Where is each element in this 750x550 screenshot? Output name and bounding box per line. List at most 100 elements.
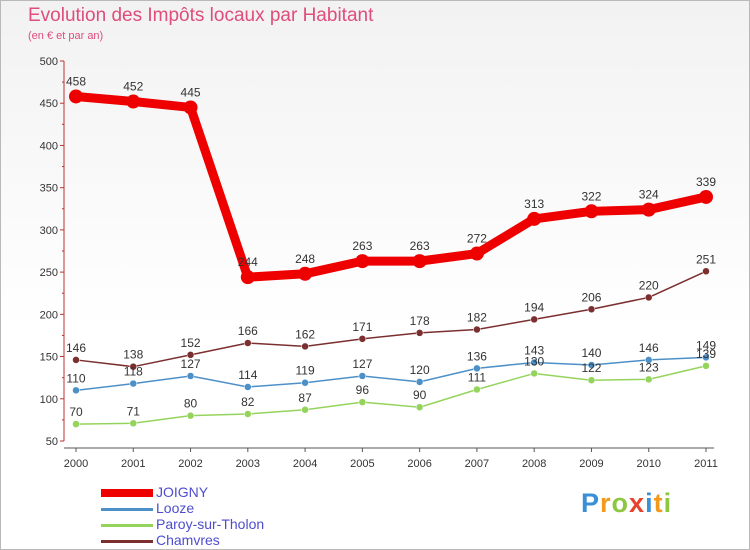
series-line-paroy-sur-tholon [75,365,707,425]
data-label: 80 [184,397,198,411]
data-label: 120 [410,363,430,377]
data-point [473,364,481,373]
data-point [129,419,138,428]
y-tick-label: 400 [40,140,58,152]
data-label: 127 [181,357,201,371]
data-point [527,211,542,226]
legend-item: Looze [101,500,341,517]
data-label: 324 [639,188,659,202]
legend-label: Looze [156,500,195,516]
logo-letter: o [611,488,630,518]
data-point [244,383,252,391]
legend-swatch [101,508,153,511]
data-label: 220 [639,278,659,292]
data-label: 146 [66,341,86,355]
x-tick-label: 2005 [350,458,374,470]
data-point [584,204,599,219]
data-label: 152 [181,336,201,350]
data-point [301,406,309,414]
legend-swatch [101,540,153,543]
data-label: 149 [696,338,716,352]
x-tick-label: 2011 [694,458,718,470]
logo-letter: r [600,488,612,518]
data-point [587,305,596,314]
data-point [699,189,713,204]
data-point [244,410,252,418]
y-tick-label: 350 [40,183,58,195]
data-point [301,342,309,351]
x-tick-label: 2000 [64,458,88,470]
x-tick-label: 2004 [293,458,317,470]
chart-legend: JOIGNY Looze Paroy-sur-Tholon Chamvres [101,484,341,549]
y-tick-label: 150 [40,352,58,364]
logo-letter: i [645,488,654,518]
data-point [644,375,653,384]
series-line-chamvres [75,270,707,368]
legend-label: JOIGNY [156,484,209,500]
data-label: 445 [181,85,201,99]
data-label: 87 [298,391,312,405]
data-point [469,246,484,261]
data-point [69,89,83,104]
chart-title: Evolution des Impôts locaux par Habitant [28,5,374,26]
logo-letter: i [663,488,673,518]
data-point [530,369,538,378]
data-label: 322 [581,189,601,203]
chart-series [69,89,713,428]
series-line-looze [75,356,707,392]
data-point [415,378,424,386]
data-point [186,411,195,420]
data-label: 110 [66,371,85,385]
data-label: 248 [295,252,315,266]
data-point [298,266,313,281]
data-label: 206 [581,290,601,304]
data-point [244,339,252,347]
y-tick-label: 100 [40,394,58,406]
data-point [72,420,80,428]
legend-label: Paroy-sur-Tholon [156,516,265,532]
data-label: 136 [467,349,487,363]
y-tick-label: 200 [40,309,58,321]
data-point [702,353,710,362]
logo-letter: P [581,488,601,518]
data-point [644,356,653,364]
proxiti-logo: Proxiti [581,488,672,519]
data-label: 71 [127,404,141,418]
y-tick-label: 250 [40,267,58,279]
data-point [473,325,481,334]
x-tick-label: 2006 [407,458,431,470]
data-point [358,372,367,380]
data-label: 118 [124,365,143,379]
data-label: 138 [123,348,143,362]
legend-item: Paroy-sur-Tholon [101,516,341,533]
data-point [358,398,367,406]
data-label: 313 [524,197,544,211]
data-point [702,267,710,276]
data-label: 452 [123,80,143,94]
data-point [183,100,198,115]
data-label: 130 [524,354,544,368]
y-tick-label: 50 [46,436,58,448]
data-label: 171 [352,320,372,334]
data-label: 140 [581,346,601,360]
data-point [530,315,538,324]
legend-swatch [101,524,153,527]
data-label: 90 [413,388,427,402]
data-label: 70 [69,405,83,419]
data-point [473,385,481,394]
data-label: 96 [356,383,370,397]
legend-item: JOIGNY [101,484,341,501]
data-point [72,386,80,395]
data-point [358,335,367,343]
data-point [129,379,138,388]
data-label: 139 [696,347,716,361]
series-line-joigny [75,91,707,282]
data-label: 82 [241,395,255,409]
data-point [186,351,195,359]
data-label: 114 [238,368,257,382]
data-label: 244 [238,255,258,269]
data-label: 111 [468,370,487,384]
data-point [129,362,138,371]
data-point [644,293,653,302]
